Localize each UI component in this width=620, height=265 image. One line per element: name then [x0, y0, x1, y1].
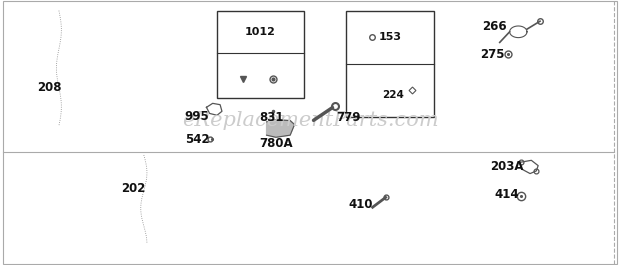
Text: 779: 779	[336, 111, 361, 124]
Bar	[346, 11, 434, 117]
Text: 410: 410	[348, 197, 373, 211]
Text: 542: 542	[185, 132, 210, 146]
Bar	[217, 11, 304, 98]
Text: 780A: 780A	[259, 136, 293, 150]
Text: 995: 995	[185, 110, 210, 123]
Text: eReplacementParts.com: eReplacementParts.com	[182, 111, 438, 130]
Text: 153: 153	[378, 32, 402, 42]
Text: 224: 224	[382, 90, 404, 100]
Text: 414: 414	[494, 188, 519, 201]
Text: 208: 208	[37, 81, 62, 94]
Text: 1012: 1012	[245, 26, 276, 37]
Text: 203A: 203A	[490, 160, 523, 174]
Polygon shape	[267, 120, 294, 137]
Text: 202: 202	[121, 182, 145, 195]
Text: 266: 266	[482, 20, 507, 33]
Text: 275: 275	[480, 48, 505, 61]
Text: 831: 831	[259, 111, 284, 125]
